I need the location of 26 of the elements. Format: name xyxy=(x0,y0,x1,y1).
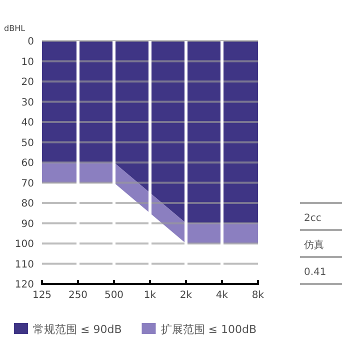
y-tick-label: 50 xyxy=(21,138,34,149)
y-tick-label: 0 xyxy=(28,36,34,48)
text: 0.41 xyxy=(304,267,326,278)
x-tick-label: 250 xyxy=(68,290,88,301)
y-tick-label: 70 xyxy=(21,178,34,190)
x-tick-label: 2k xyxy=(180,290,192,301)
y-tick-label: 120 xyxy=(14,280,34,290)
y-axis-title: dBHL xyxy=(4,24,26,33)
text: 仿真 xyxy=(303,239,324,251)
y-tick-label: 40 xyxy=(21,118,34,128)
y-tick-label: 90 xyxy=(21,218,34,230)
y-tick-label: 110 xyxy=(14,259,34,270)
y-tick-label: 20 xyxy=(21,77,34,88)
text: 2cc xyxy=(304,213,322,224)
x-tick-label: 4k xyxy=(216,290,228,301)
x-tick-label: 125 xyxy=(32,290,52,301)
y-tick-label: 30 xyxy=(21,97,34,108)
x-tick-label: 500 xyxy=(104,290,124,301)
x-tick-label: 1k xyxy=(144,290,156,301)
y-tick-label: 10 xyxy=(21,56,34,68)
x-tick-label: 8k xyxy=(252,290,264,301)
legend-label: 扩展范围 ≤ 100dB xyxy=(160,323,256,336)
y-tick-label: 80 xyxy=(21,198,34,210)
legend-label: 常规范围 ≤ 90dB xyxy=(33,323,122,336)
y-tick-label: 60 xyxy=(21,158,34,169)
y-tick-label: 100 xyxy=(14,239,34,250)
